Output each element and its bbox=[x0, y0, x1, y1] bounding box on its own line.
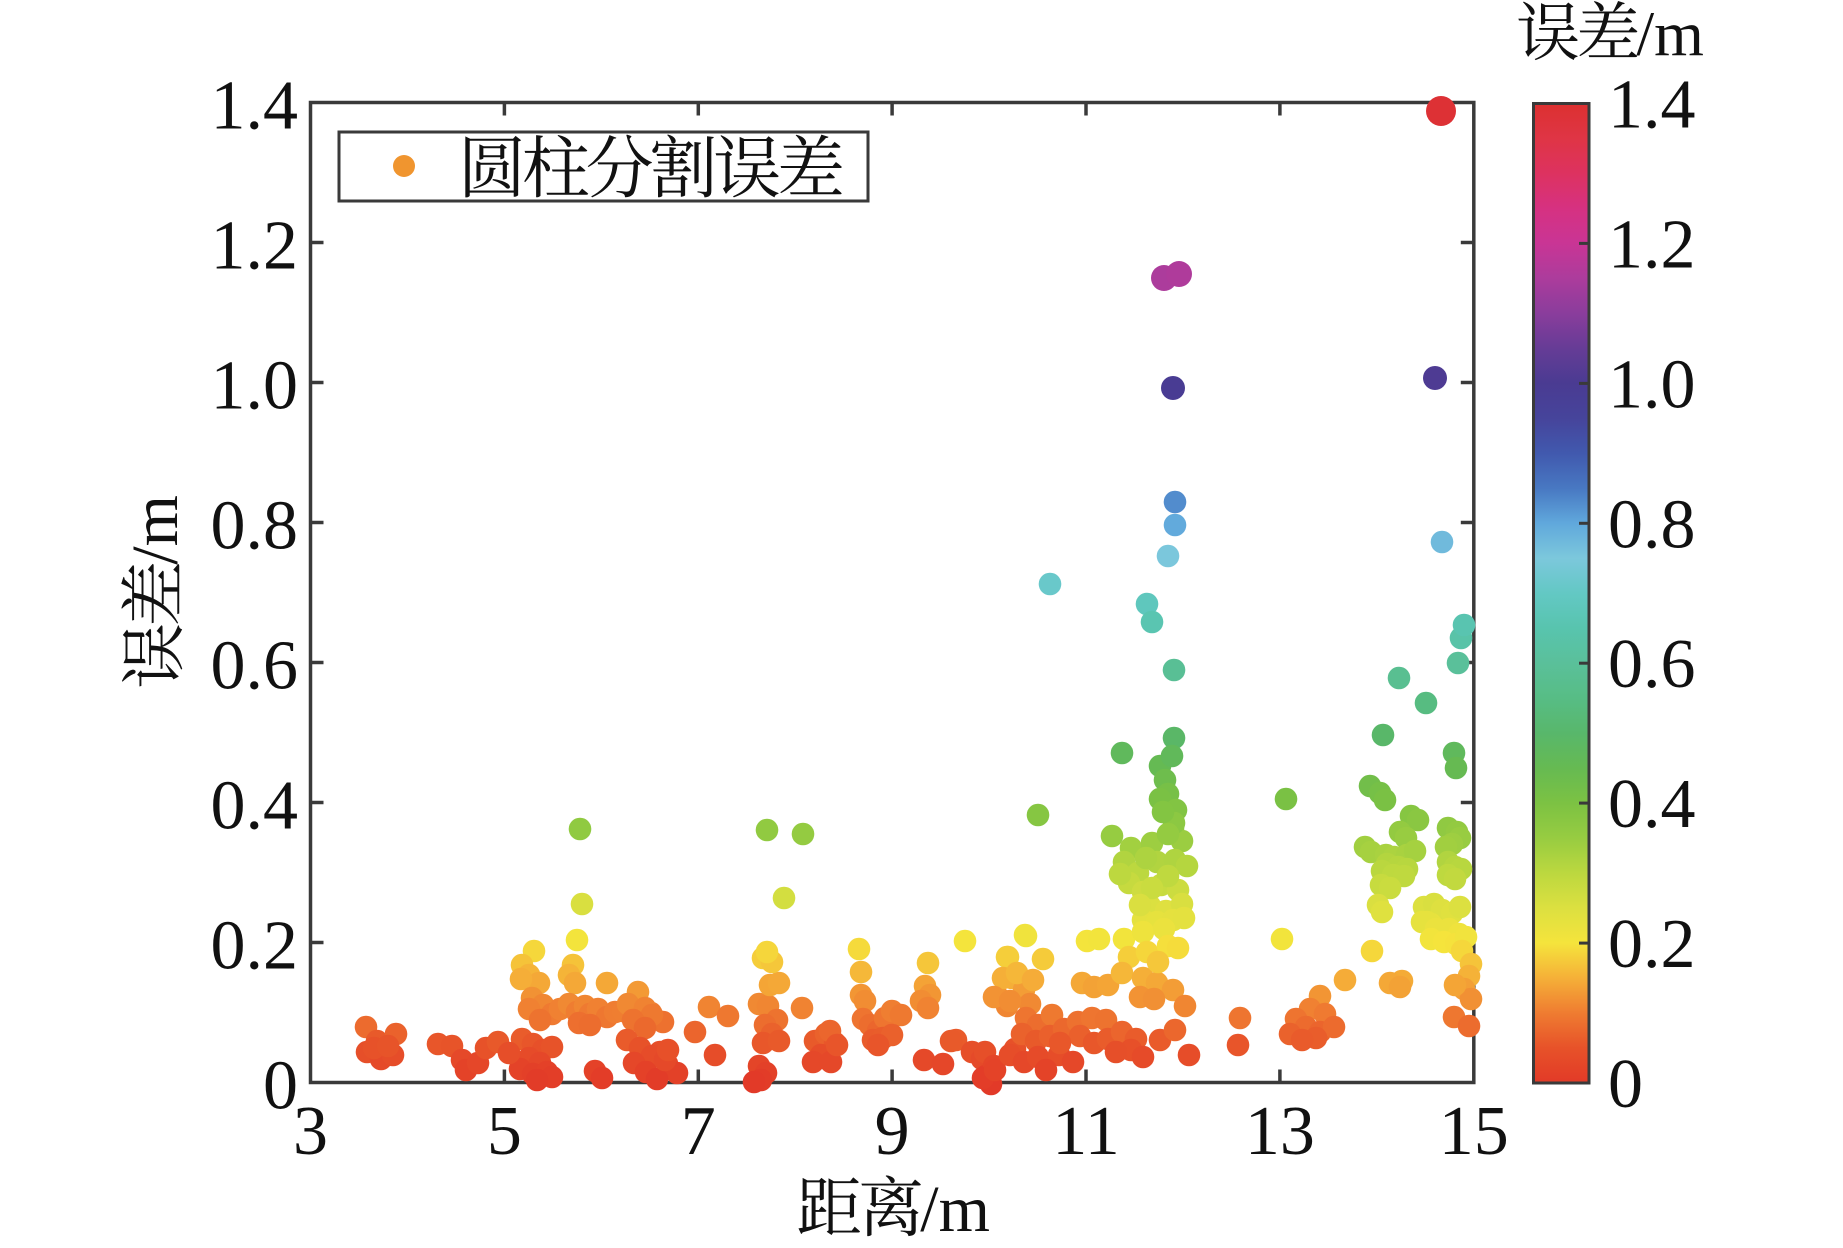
svg-text:0.4: 0.4 bbox=[211, 768, 299, 845]
svg-text:0: 0 bbox=[1608, 1046, 1643, 1123]
svg-text:5: 5 bbox=[487, 1093, 522, 1170]
svg-text:/m: /m bbox=[1636, 0, 1704, 69]
svg-text:0.8: 0.8 bbox=[1608, 486, 1696, 563]
svg-text:0: 0 bbox=[263, 1048, 298, 1125]
svg-text:15: 15 bbox=[1439, 1093, 1509, 1170]
svg-text:1.0: 1.0 bbox=[1608, 346, 1696, 423]
svg-text:11: 11 bbox=[1052, 1093, 1119, 1170]
svg-text:0.6: 0.6 bbox=[1608, 626, 1696, 703]
svg-text:1.2: 1.2 bbox=[1608, 206, 1696, 283]
svg-text:0.2: 0.2 bbox=[211, 908, 299, 985]
svg-text:/m: /m bbox=[119, 495, 192, 565]
svg-text:0.6: 0.6 bbox=[211, 628, 299, 705]
svg-text:1.4: 1.4 bbox=[1608, 67, 1696, 144]
svg-text:/m: /m bbox=[920, 1173, 990, 1246]
svg-text:0.4: 0.4 bbox=[1608, 766, 1696, 843]
svg-text:3: 3 bbox=[293, 1093, 328, 1170]
svg-text:0.2: 0.2 bbox=[1608, 906, 1696, 983]
svg-text:1.4: 1.4 bbox=[211, 68, 299, 145]
svg-text:0.8: 0.8 bbox=[211, 488, 299, 565]
svg-text:9: 9 bbox=[875, 1093, 910, 1170]
svg-text:7: 7 bbox=[681, 1093, 716, 1170]
svg-text:1.0: 1.0 bbox=[211, 348, 299, 425]
svg-text:13: 13 bbox=[1245, 1093, 1315, 1170]
svg-text:1.2: 1.2 bbox=[211, 208, 299, 285]
